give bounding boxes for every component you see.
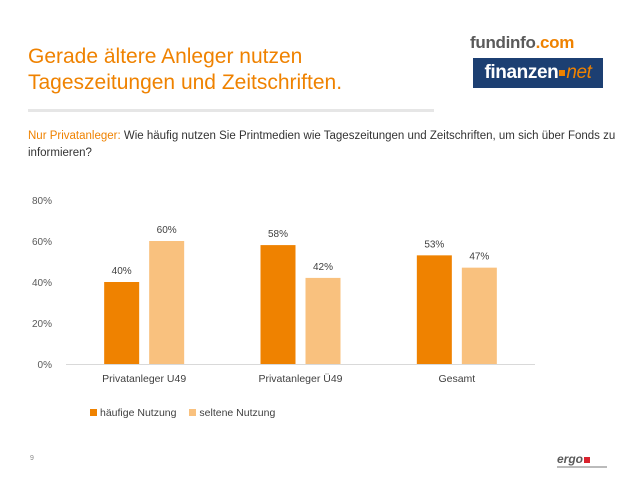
data-label: 53%	[424, 239, 444, 250]
legend-swatch-haeufig	[90, 409, 97, 416]
finanzen-logo: finanzen net	[473, 58, 603, 88]
legend-item-selten: seltene Nutzung	[189, 407, 275, 419]
data-label: 60%	[157, 225, 177, 236]
category-label: Privatanleger U49	[102, 373, 186, 385]
fundinfo-logo-name: fundinfo	[470, 33, 536, 52]
bar-selten-2	[305, 277, 341, 364]
legend-label-haeufig: häufige Nutzung	[100, 407, 177, 419]
bar-chart: 0% 20% 40% 60% 80% 40% 60% Privatanleger U49 58%…	[32, 196, 535, 385]
data-label: 47%	[469, 252, 489, 263]
finanzen-logo-name: finanzen	[484, 62, 559, 83]
title-divider	[28, 109, 434, 112]
ergo-logo: ergo	[557, 452, 591, 466]
y-tick-label: 20%	[32, 319, 52, 330]
bar-selten-1	[149, 241, 185, 364]
finanzen-logo-dot	[559, 70, 566, 76]
legend-item-haeufig: häufige Nutzung	[90, 407, 176, 419]
legend-swatch-selten	[189, 409, 197, 416]
data-label: 42%	[313, 262, 333, 273]
ergo-logo-tagline	[557, 466, 607, 468]
chart-legend: häufige Nutzung seltene Nutzung	[90, 407, 285, 419]
ergo-logo-text: ergo	[557, 452, 584, 466]
title-line-1: Gerade ältere Anleger nutzen	[28, 45, 303, 68]
category-label: Gesamt	[438, 373, 475, 385]
fundinfo-logo-suffix: .com	[535, 33, 575, 52]
bar-selten-3	[461, 267, 497, 364]
y-tick-label: 80%	[32, 196, 52, 207]
bar-haeufig-3	[416, 255, 452, 364]
question-highlight: Nur Privatanleger:	[28, 130, 121, 142]
category-label: Privatanleger Ü49	[258, 373, 342, 385]
page-number: 9	[30, 455, 34, 462]
question-text: Nur Privatanleger: Wie häufig nutzen Sie…	[28, 128, 618, 162]
y-tick-label: 60%	[32, 237, 52, 248]
ergo-logo-mark	[584, 457, 591, 463]
bar-haeufig-2	[260, 245, 296, 364]
y-tick-label: 40%	[32, 278, 52, 289]
fundinfo-logo: fundinfo.com	[470, 33, 574, 53]
y-tick-label: 0%	[38, 360, 53, 371]
legend-label-selten: seltene Nutzung	[199, 407, 276, 419]
title-line-2: Tageszeitungen und Zeitschriften.	[28, 71, 343, 94]
data-label: 58%	[268, 229, 288, 240]
finanzen-logo-suffix: net	[566, 62, 592, 83]
data-label: 40%	[112, 266, 132, 277]
slide-title: Gerade ältere Anleger nutzen Tageszeitun…	[28, 44, 448, 96]
bar-haeufig-1	[104, 282, 140, 364]
question-body: Wie häufig nutzen Sie Printmedien wie Ta…	[28, 130, 616, 159]
